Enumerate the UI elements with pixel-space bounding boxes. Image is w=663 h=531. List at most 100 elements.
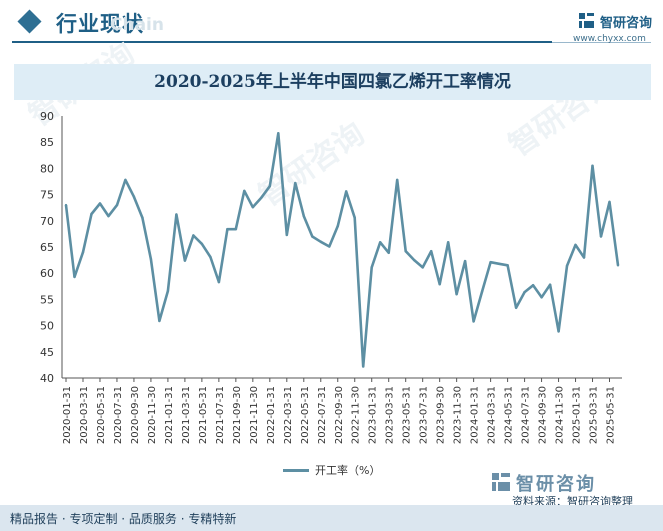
data-point <box>336 224 339 228</box>
data-point <box>294 181 297 185</box>
data-point <box>489 260 492 264</box>
x-tick-label: 2020-07-31 <box>113 386 124 444</box>
data-point <box>98 202 102 205</box>
data-point <box>217 280 221 284</box>
x-axis-ticks <box>65 378 611 382</box>
data-point <box>514 306 518 309</box>
x-tick-label: 2023-09-30 <box>436 386 447 444</box>
data-point <box>404 249 407 253</box>
chart-title: 2020-2025年上半年中国四氯乙烯开工率情况 <box>154 72 511 92</box>
data-point <box>209 255 212 259</box>
data-point <box>370 266 373 269</box>
data-point <box>438 283 441 286</box>
x-tick-label: 2020-01-31 <box>62 386 73 444</box>
y-tick-label: 90 <box>40 110 54 123</box>
x-tick-label: 2022-11-30 <box>351 386 362 444</box>
series-line <box>64 131 620 368</box>
data-point <box>277 132 280 135</box>
data-point <box>192 234 195 237</box>
data-point <box>599 235 603 238</box>
y-tick-label: 65 <box>40 241 54 254</box>
data-point <box>260 196 263 199</box>
data-point <box>124 178 127 182</box>
x-tick-label: 2025-05-31 <box>606 386 617 444</box>
legend-line-swatch <box>283 468 309 472</box>
data-point <box>81 251 85 254</box>
x-tick-label: 2024-05-31 <box>504 386 515 444</box>
data-point <box>285 233 288 237</box>
x-tick-label: 2023-05-31 <box>402 386 413 444</box>
data-point <box>421 266 424 269</box>
data-point <box>557 330 560 333</box>
data-point <box>506 264 509 267</box>
data-point <box>243 189 246 193</box>
data-point <box>158 319 161 323</box>
x-tick-label: 2025-01-31 <box>572 386 583 444</box>
x-tick-label: 2024-01-31 <box>470 386 481 444</box>
data-points <box>64 132 620 368</box>
data-source: 资料来源：智研咨询整理 <box>512 495 633 508</box>
footer-logo-text: 智研咨询 <box>516 474 596 495</box>
y-tick-label: 70 <box>40 215 54 228</box>
data-point <box>379 241 382 244</box>
data-point <box>455 292 458 296</box>
legend-label: 开工率（%） <box>315 464 381 477</box>
data-point <box>480 290 484 293</box>
data-point <box>319 240 322 243</box>
data-point <box>548 283 552 286</box>
x-tick-label: 2022-03-31 <box>283 386 294 444</box>
y-tick-label: 60 <box>40 267 54 280</box>
header: 行业现状 Chain 智研咨询 www.chyxx.com <box>0 0 663 46</box>
x-tick-label: 2024-09-30 <box>538 386 549 444</box>
brand-logo-text: 智研咨询 <box>600 16 653 31</box>
data-point <box>64 203 68 207</box>
y-tick-label: 55 <box>40 293 54 306</box>
x-tick-label: 2024-07-31 <box>521 386 532 444</box>
data-point <box>396 178 399 182</box>
x-tick-label: 2022-01-31 <box>266 386 277 444</box>
x-tick-label: 2021-07-31 <box>215 386 226 444</box>
x-tick-label: 2025-03-31 <box>589 386 600 444</box>
data-point <box>608 200 611 204</box>
x-tick-label: 2024-11-30 <box>555 386 566 444</box>
y-axis-labels: 40 45 50 55 60 65 70 75 80 85 90 <box>40 110 54 385</box>
data-point <box>175 213 178 216</box>
data-point <box>234 227 238 231</box>
data-point <box>166 289 170 293</box>
data-point <box>107 214 110 218</box>
y-tick-label: 50 <box>40 320 54 333</box>
y-tick-label: 40 <box>40 372 54 385</box>
data-point <box>540 296 543 299</box>
x-tick-label: 2022-05-31 <box>300 386 311 444</box>
data-point <box>353 216 356 219</box>
y-tick-label: 80 <box>40 162 54 175</box>
data-point <box>251 205 255 209</box>
x-tick-label: 2022-09-30 <box>334 386 345 444</box>
x-tick-label: 2021-03-31 <box>181 386 192 444</box>
data-point <box>582 256 586 259</box>
data-point <box>141 216 144 219</box>
x-tick-label: 2020-03-31 <box>79 386 90 444</box>
diamond-icon <box>17 9 42 34</box>
section-title: 行业现状 <box>56 12 144 36</box>
data-point <box>345 190 348 193</box>
data-point <box>531 284 535 287</box>
x-tick-label: 2021-05-31 <box>198 386 209 444</box>
data-point <box>616 264 620 267</box>
x-tick-label: 2021-09-30 <box>232 386 243 444</box>
data-point <box>429 249 433 253</box>
data-point <box>149 257 153 261</box>
data-point <box>472 320 475 323</box>
data-point <box>574 243 577 247</box>
x-tick-label: 2021-01-31 <box>164 386 175 444</box>
x-tick-label: 2020-05-31 <box>96 386 107 444</box>
data-point <box>591 164 594 167</box>
x-tick-label: 2023-01-31 <box>368 386 379 444</box>
chart-title-band <box>14 64 651 100</box>
data-point <box>200 242 204 246</box>
legend: 开工率（%） <box>283 462 380 478</box>
line-chart: 40 45 50 55 60 65 70 75 80 85 90 2020-01-31 2020-03… <box>40 110 622 444</box>
data-point <box>268 185 272 188</box>
x-tick-label: 2020-11-30 <box>147 386 158 444</box>
data-point <box>497 262 501 265</box>
